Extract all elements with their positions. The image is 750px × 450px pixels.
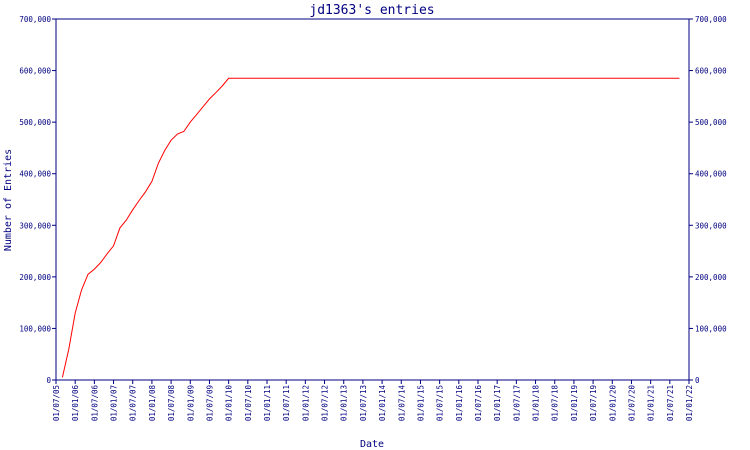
x-tick-label: 01/01/16 [455, 385, 464, 422]
y-tick-label-left: 0 [46, 376, 51, 385]
y-tick-label-left: 500,000 [19, 118, 51, 127]
x-tick-label: 01/07/21 [666, 385, 675, 421]
x-tick-label: 01/07/10 [244, 385, 253, 422]
x-tick-label: 01/01/12 [301, 385, 310, 421]
x-tick-label: 01/07/14 [397, 385, 406, 422]
y-tick-label-right: 100,000 [695, 324, 727, 333]
x-tick-label: 01/07/17 [512, 385, 521, 421]
x-tick-label: 01/01/17 [493, 385, 502, 421]
x-tick-label: 01/01/13 [340, 385, 349, 421]
x-axis-label: Date [360, 439, 384, 450]
x-tick-label: 01/01/08 [148, 385, 157, 422]
x-tick-label: 01/01/09 [186, 385, 195, 421]
x-tick-label: 01/01/14 [378, 385, 387, 422]
x-tick-label: 01/07/12 [321, 385, 330, 421]
y-tick-label-right: 200,000 [695, 273, 727, 282]
x-tick-label: 01/01/11 [263, 385, 272, 421]
x-tick-label: 01/01/21 [647, 385, 656, 421]
x-tick-label: 01/01/06 [71, 385, 80, 422]
y-tick-label-left: 200,000 [19, 273, 51, 282]
y-tick-label-left: 100,000 [19, 324, 51, 333]
chart-title: jd1363's entries [309, 3, 434, 18]
y-tick-label-right: 300,000 [695, 221, 727, 230]
x-tick-label: 01/01/20 [608, 385, 617, 422]
x-tick-label: 01/07/05 [52, 385, 61, 421]
x-tick-label: 01/07/20 [627, 385, 636, 422]
x-tick-label: 01/07/08 [167, 385, 176, 422]
y-tick-label-right: 600,000 [695, 67, 727, 76]
y-tick-label-right: 400,000 [695, 170, 727, 179]
x-tick-label: 01/01/10 [225, 385, 234, 422]
series-line-0 [61, 77, 680, 378]
x-tick-label: 01/01/18 [532, 385, 541, 422]
x-tick-label: 01/07/13 [359, 385, 368, 421]
x-tick-label: 01/07/06 [90, 385, 99, 422]
x-tick-label: 01/01/22 [685, 385, 694, 421]
y-tick-label-right: 0 [695, 376, 700, 385]
x-tick-label: 01/07/09 [205, 385, 214, 421]
y-axis-label: Number of Entries [3, 149, 14, 251]
x-tick-label: 01/01/19 [570, 385, 579, 421]
y-tick-label-left: 700,000 [19, 15, 51, 24]
y-tick-label-right: 700,000 [695, 15, 727, 24]
x-tick-label: 01/07/19 [589, 385, 598, 421]
x-tick-label: 01/07/16 [474, 385, 483, 422]
x-tick-label: 01/01/15 [416, 385, 425, 421]
y-tick-label-left: 600,000 [19, 67, 51, 76]
x-tick-label: 01/07/15 [436, 385, 445, 421]
plot-area: 0 0 100,000 100,000 200,000 200,000 300,000 300… [19, 15, 727, 421]
y-tick-label-right: 500,000 [695, 118, 727, 127]
x-tick-label: 01/07/07 [129, 385, 138, 421]
x-tick-label: 01/07/18 [551, 385, 560, 422]
x-tick-label: 01/07/11 [282, 385, 291, 421]
y-tick-label-left: 400,000 [19, 170, 51, 179]
y-tick-label-left: 300,000 [19, 221, 51, 230]
x-tick-label: 01/01/07 [110, 385, 119, 421]
